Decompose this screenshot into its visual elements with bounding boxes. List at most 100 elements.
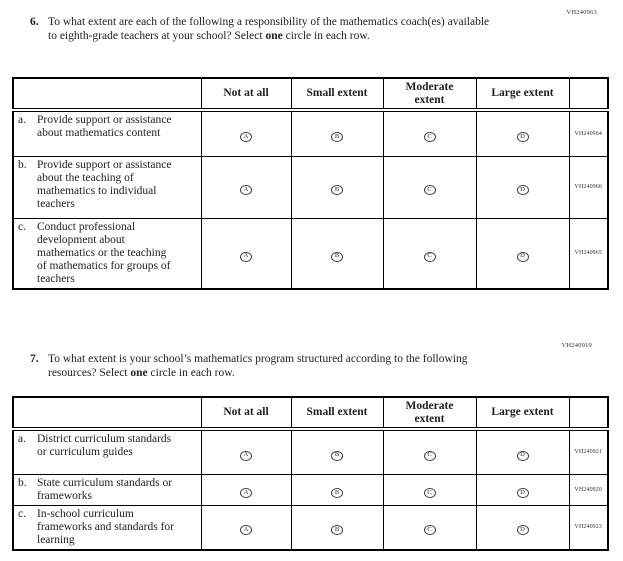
cell-moderate-extent: C — [382, 473, 477, 506]
question-7-text-bold: one — [130, 367, 148, 379]
table-row: a. District curriculum standards or curri… — [12, 428, 609, 475]
option-circle-a[interactable]: A — [240, 132, 252, 142]
row-code: VH240964 — [568, 109, 609, 157]
option-circle-c[interactable]: C — [423, 487, 436, 498]
question-6-prompt: 6. To what extent are each of the follow… — [30, 15, 500, 43]
option-circle-b[interactable]: B — [331, 132, 343, 142]
row-letter: b. — [18, 476, 27, 489]
cell-moderate-extent: C — [382, 428, 477, 475]
question-6-text-end: circle in each row. — [282, 30, 370, 42]
table-row: b. State curriculum standards or framewor… — [12, 473, 609, 506]
row-code: VH240966 — [568, 155, 609, 219]
option-circle-c[interactable]: C — [423, 132, 436, 142]
row-label: b. State curriculum standards or framewor… — [12, 473, 202, 506]
row-letter: a. — [18, 433, 26, 445]
question-7-number: 7. — [30, 353, 39, 365]
option-circle-d[interactable]: D — [516, 525, 529, 536]
option-circle-a[interactable]: A — [240, 185, 252, 196]
row-label-text: Provide support or assistance about math… — [37, 114, 172, 139]
row-letter: c. — [18, 507, 26, 520]
option-circle-d[interactable]: D — [516, 132, 529, 142]
cell-not-at-all: A — [200, 109, 292, 157]
cell-small-extent: B — [290, 428, 384, 475]
table-row: a. Provide support or assistance about ma… — [12, 109, 609, 157]
cell-not-at-all: A — [200, 155, 292, 219]
question-6-text: To what extent are each of the following… — [48, 15, 500, 43]
question-6-accession-code: VH240963 — [566, 9, 597, 16]
option-circle-b[interactable]: B — [331, 185, 343, 196]
header-moderate-extent: Moderate extent — [382, 77, 477, 112]
cell-moderate-extent: C — [382, 155, 477, 219]
question-6-text-start: To what extent are each of the following… — [48, 16, 490, 42]
cell-large-extent: D — [475, 473, 570, 506]
option-circle-d[interactable]: D — [516, 487, 529, 498]
option-circle-d[interactable]: D — [516, 251, 529, 262]
header-moderate-extent: Moderate extent — [382, 396, 477, 431]
cell-large-extent: D — [475, 504, 570, 550]
question-7-accession-code: VH240919 — [561, 342, 592, 349]
cell-small-extent: B — [290, 473, 384, 506]
table-row: c. Conduct professional development about… — [12, 217, 609, 290]
question-7-prompt: 7. To what extent is your school’s mathe… — [30, 352, 500, 380]
header-row: Not at all Small extent Moderate extent … — [12, 77, 609, 112]
option-circle-c[interactable]: C — [423, 251, 436, 262]
row-code: VH240965 — [568, 217, 609, 290]
question-6-response-matrix: Not at all Small extent Moderate extent … — [12, 77, 609, 290]
header-code-blank — [568, 396, 609, 431]
row-label-text: District curriculum standards or curricu… — [37, 433, 172, 458]
cell-moderate-extent: C — [382, 504, 477, 550]
header-large-extent: Large extent — [475, 77, 570, 112]
cell-large-extent: D — [475, 428, 570, 475]
option-circle-a[interactable]: A — [240, 251, 252, 262]
question-7-response-matrix: Not at all Small extent Moderate extent … — [12, 396, 609, 551]
row-label: a. Provide support or assistance about ma… — [12, 109, 202, 157]
row-code: VH240920 — [568, 473, 609, 506]
header-small-extent: Small extent — [290, 77, 384, 112]
row-label: b. Provide support or assistance about th… — [12, 155, 202, 219]
cell-large-extent: D — [475, 217, 570, 290]
header-row: Not at all Small extent Moderate extent … — [12, 396, 609, 431]
header-not-at-all: Not at all — [200, 77, 292, 112]
cell-small-extent: B — [290, 109, 384, 157]
option-circle-b[interactable]: B — [331, 525, 343, 536]
option-circle-b[interactable]: B — [331, 487, 343, 498]
cell-moderate-extent: C — [382, 217, 477, 290]
row-label-text: State curriculum standards or frameworks — [37, 476, 173, 502]
option-circle-a[interactable]: A — [240, 525, 252, 536]
option-circle-a[interactable]: A — [240, 450, 252, 461]
table-row: b. Provide support or assistance about th… — [12, 155, 609, 219]
row-code: VH240923 — [568, 504, 609, 550]
question-7-text: To what extent is your school’s mathemat… — [48, 352, 500, 380]
cell-not-at-all: A — [200, 217, 292, 290]
option-circle-b[interactable]: B — [331, 251, 343, 262]
cell-not-at-all: A — [200, 428, 292, 475]
row-code: VH240921 — [568, 428, 609, 475]
question-7-text-end: circle in each row. — [147, 367, 235, 379]
option-circle-c[interactable]: C — [423, 185, 436, 196]
row-letter: b. — [18, 158, 27, 171]
option-circle-d[interactable]: D — [516, 450, 529, 461]
option-circle-d[interactable]: D — [516, 185, 529, 196]
option-circle-b[interactable]: B — [331, 450, 343, 461]
header-not-at-all: Not at all — [200, 396, 292, 431]
option-circle-c[interactable]: C — [423, 525, 436, 536]
cell-moderate-extent: C — [382, 109, 477, 157]
option-circle-c[interactable]: C — [423, 450, 436, 461]
cell-small-extent: B — [290, 155, 384, 219]
table-row: c. In-school curriculum frameworks and st… — [12, 504, 609, 550]
cell-small-extent: B — [290, 217, 384, 290]
row-label: c. Conduct professional development about… — [12, 217, 202, 290]
row-label-text: In-school curriculum frameworks and stan… — [37, 507, 174, 546]
header-small-extent: Small extent — [290, 396, 384, 431]
cell-large-extent: D — [475, 155, 570, 219]
row-letter: c. — [18, 220, 26, 233]
row-label: a. District curriculum standards or curri… — [12, 428, 202, 475]
option-circle-a[interactable]: A — [240, 487, 252, 498]
header-blank — [12, 77, 202, 112]
cell-small-extent: B — [290, 504, 384, 550]
header-blank — [12, 396, 202, 431]
row-label-text: Conduct professional development about m… — [37, 220, 171, 285]
row-letter: a. — [18, 114, 26, 126]
question-7-text-start: To what extent is your school’s mathemat… — [48, 353, 468, 379]
